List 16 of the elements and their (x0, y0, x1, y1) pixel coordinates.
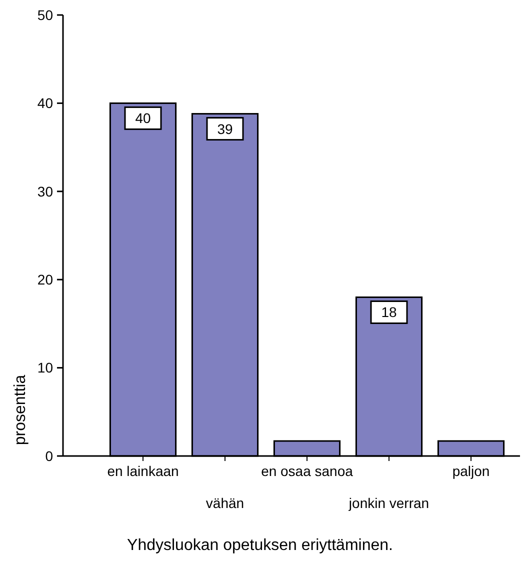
x-tick-label: en lainkaan (107, 463, 179, 479)
data-label: 18 (381, 304, 397, 320)
x-tick-label: jonkin verran (348, 495, 430, 511)
x-axis-title: Yhdysluokan opetuksen eriyttäminen. (127, 537, 393, 554)
x-tick-label: en osaa sanoa (261, 463, 354, 479)
data-label: 39 (217, 120, 233, 137)
y-tick-label: 30 (37, 183, 54, 200)
y-axis-title: prosenttia (12, 374, 29, 446)
y-tick-label: 50 (37, 6, 54, 23)
x-tick-label: paljon (452, 463, 490, 479)
data-label: 40 (135, 110, 151, 126)
y-tick-label: 40 (37, 95, 54, 112)
y-tick-label: 10 (37, 360, 54, 376)
y-tick-label: 0 (45, 448, 54, 464)
x-tick-label: vähän (206, 495, 244, 511)
y-tick-label: 20 (37, 272, 54, 288)
